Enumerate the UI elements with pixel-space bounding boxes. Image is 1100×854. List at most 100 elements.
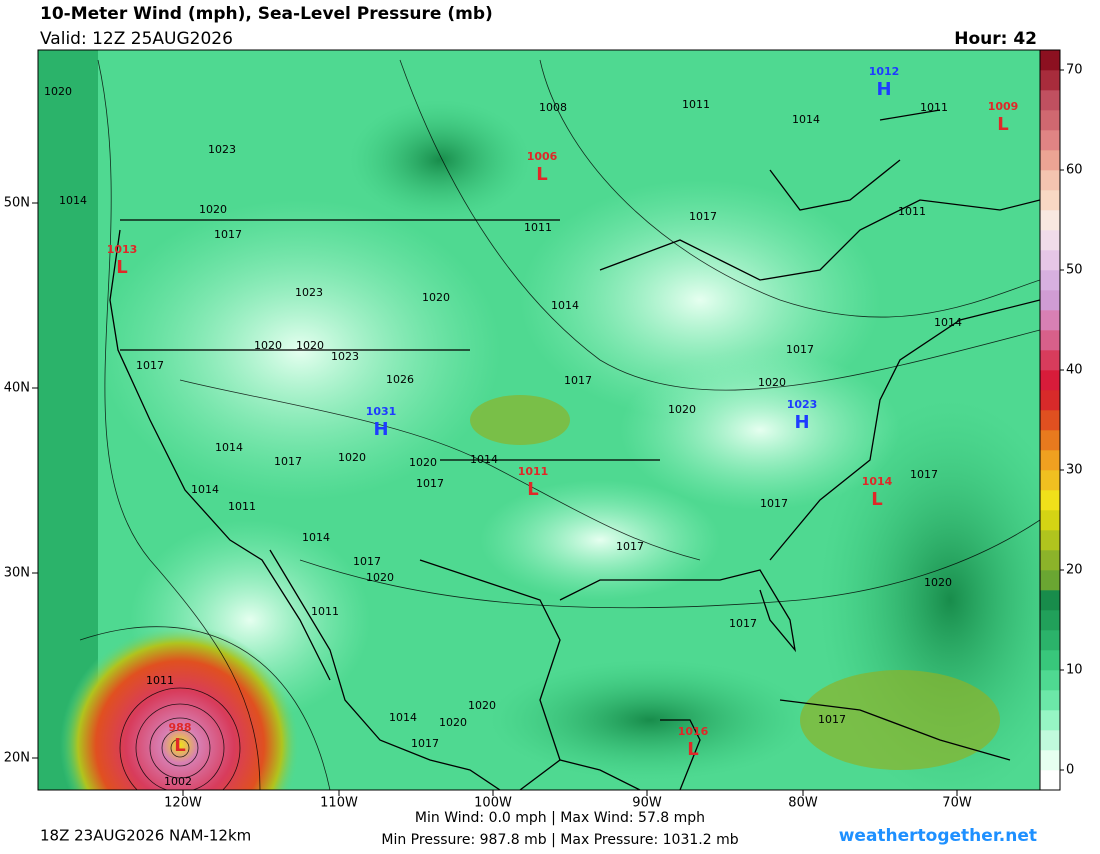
colorbar-bin [1040, 770, 1060, 791]
center-symbol: L [174, 735, 185, 756]
isobar-label: 1014 [59, 194, 87, 207]
colorbar-bin [1040, 210, 1060, 231]
lon-label: 110W [320, 796, 358, 811]
colorbar-bin [1040, 230, 1060, 251]
colorbar-label: 40 [1066, 363, 1083, 378]
colorbar-label: 70 [1066, 63, 1083, 78]
isobar-label: 1026 [386, 373, 414, 386]
isobar-label: 1020 [422, 291, 450, 304]
colorbar-frame [1039, 49, 1061, 791]
isobar-label: 1020 [366, 571, 394, 584]
lon-label: 120W [164, 796, 202, 811]
colorbar-bin [1040, 170, 1060, 191]
isobar-label: 1020 [439, 716, 467, 729]
colorbar-bin [1040, 430, 1060, 451]
center-value: 1006 [527, 150, 558, 163]
colorbar-bin [1040, 90, 1060, 111]
isobar-label: 1014 [792, 113, 820, 126]
center-symbol: L [536, 164, 547, 185]
colorbar-bin [1040, 290, 1060, 311]
isobar-label: 1014 [934, 316, 962, 329]
isobar-label: 1014 [215, 441, 243, 454]
center-value: 1009 [988, 100, 1019, 113]
colorbar-bin [1040, 730, 1060, 751]
colorbar-bin [1040, 470, 1060, 491]
isobar-label: 1014 [389, 711, 417, 724]
isobar-label: 1011 [898, 205, 926, 218]
colorbar-bin [1040, 410, 1060, 431]
isobar-label: 1020 [924, 576, 952, 589]
center-value: 1013 [107, 243, 138, 256]
center-value: 1023 [787, 398, 818, 411]
lat-label: 20N [4, 751, 30, 766]
wind-range: Min Wind: 0.0 mph | Max Wind: 57.8 mph [415, 810, 705, 826]
colorbar-bin [1040, 450, 1060, 471]
colorbar-bin [1040, 310, 1060, 331]
center-symbol: H [876, 79, 891, 100]
isobar-label: 1020 [668, 403, 696, 416]
site-link[interactable]: weathertogether.net [839, 826, 1037, 846]
isobar-label: 1020 [199, 203, 227, 216]
isobar-label: 1017 [416, 477, 444, 490]
colorbar-bin [1040, 570, 1060, 591]
colorbar-label: 30 [1066, 463, 1083, 478]
colorbar-label: 0 [1066, 763, 1074, 778]
isobar-label: 1011 [228, 500, 256, 513]
lat-label: 30N [4, 566, 30, 581]
isobar-label: 1014 [191, 483, 219, 496]
lat-label: 50N [4, 196, 30, 211]
center-symbol: L [687, 739, 698, 760]
lon-label: 80W [788, 796, 818, 811]
isobar-label: 1023 [295, 286, 323, 299]
colorbar-bin [1040, 370, 1060, 391]
colorbar-bin [1040, 590, 1060, 611]
isobar-label: 1017 [214, 228, 242, 241]
colorbar-bin [1040, 750, 1060, 771]
model-run: 18Z 23AUG2026 NAM-12km [40, 827, 251, 845]
isobar-label: 1017 [616, 540, 644, 553]
center-value: 1011 [518, 465, 549, 478]
colorbar-bin [1040, 150, 1060, 171]
center-symbol: L [527, 479, 538, 500]
center-symbol: L [997, 114, 1008, 135]
isobar-label: 1011 [524, 221, 552, 234]
center-symbol: L [116, 257, 127, 278]
center-symbol: L [871, 489, 882, 510]
isobar-label: 1014 [470, 453, 498, 466]
isobar-label: 1008 [539, 101, 567, 114]
isobar-label: 1017 [411, 737, 439, 750]
isobar-label: 1020 [758, 376, 786, 389]
lat-label: 40N [4, 381, 30, 396]
colorbar-bin [1040, 550, 1060, 571]
colorbar-bin [1040, 690, 1060, 711]
isobar-label: 1014 [302, 531, 330, 544]
lon-label: 100W [474, 796, 512, 811]
isobar-label: 1017 [564, 374, 592, 387]
isobar-label: 1017 [729, 617, 757, 630]
isobar-label: 1020 [44, 85, 72, 98]
isobar-label: 1023 [331, 350, 359, 363]
colorbar-bin [1040, 70, 1060, 91]
colorbar-bin [1040, 190, 1060, 211]
center-value: 1014 [862, 475, 893, 488]
colorbar-bin [1040, 130, 1060, 151]
colorbar-bin [1040, 670, 1060, 691]
isobar-label: 1011 [920, 101, 948, 114]
center-symbol: H [373, 419, 388, 440]
colorbar-label: 10 [1066, 663, 1083, 678]
center-symbol: H [794, 412, 809, 433]
isobar-label: 1017 [689, 210, 717, 223]
colorbar-bin [1040, 510, 1060, 531]
isobar-label: 1011 [682, 98, 710, 111]
center-value: 1016 [678, 725, 709, 738]
colorbar-bin [1040, 530, 1060, 551]
isobar-label: 1014 [551, 299, 579, 312]
isobar-label: 1017 [136, 359, 164, 372]
colorbar-bin [1040, 270, 1060, 291]
colorbar-bin [1040, 50, 1060, 71]
colorbar-bin [1040, 650, 1060, 671]
center-value: 1012 [869, 65, 900, 78]
colorbar-bin [1040, 710, 1060, 731]
colorbar-bin [1040, 490, 1060, 511]
